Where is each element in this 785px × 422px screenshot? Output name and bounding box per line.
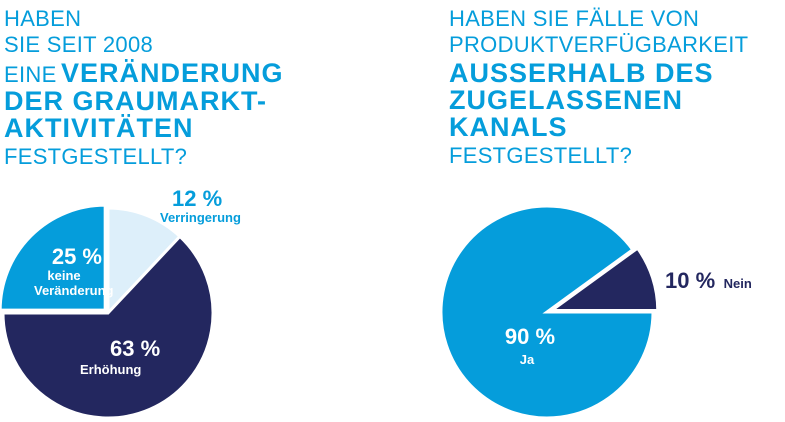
pie-slice-no xyxy=(547,246,660,312)
slice-category: Verringerung xyxy=(160,210,241,225)
title-line-bold: ZUGELASSENEN xyxy=(449,85,684,115)
slice-category: keine Veränderung xyxy=(34,268,114,298)
title-line-bold: AUSSERHALB DES xyxy=(449,58,714,88)
pie-slice-yes xyxy=(439,204,655,420)
slice-label-increase: 63 % Erhöhung xyxy=(80,336,161,378)
slice-value: 10 % xyxy=(665,268,716,293)
slice-value: 90 % xyxy=(504,324,556,349)
slice-value: 63 % xyxy=(110,336,161,361)
slice-value: 25 % xyxy=(51,244,102,269)
slice-category: Nein xyxy=(723,276,752,291)
slice-category: Ja xyxy=(519,352,535,367)
title-line-bold: KANALS xyxy=(449,112,568,142)
title-line-bold: VERÄNDERUNG xyxy=(61,58,284,88)
title-line-bold: AKTIVITÄTEN xyxy=(4,113,194,143)
slice-value: 12 % xyxy=(172,186,223,211)
pie-slice-no-change xyxy=(0,203,107,312)
slice-label-no: 10 % Nein xyxy=(665,270,752,293)
pie-slice-decrease xyxy=(106,206,182,317)
title-line: PRODUKTVERFÜGBARKEIT xyxy=(449,32,749,57)
pie-slice-increase xyxy=(1,234,215,420)
title-line: HABEN SIE FÄLLE VON xyxy=(449,6,700,31)
title-line: HABEN xyxy=(4,6,82,31)
slice-label-no-change: 25 % keine Veränderung xyxy=(12,244,114,299)
title-line: EINE xyxy=(4,62,57,87)
title-line-bold: DER GRAUMARKT- xyxy=(4,86,267,116)
slice-category: Erhöhung xyxy=(80,362,142,377)
title-line: SIE SEIT 2008 xyxy=(4,32,154,57)
right-chart-title: HABEN SIE FÄLLE VON PRODUKTVERFÜGBARKEIT… xyxy=(449,6,748,169)
slice-label-decrease: 12 % Verringerung xyxy=(160,186,241,226)
title-line: FESTGESTELLT? xyxy=(4,144,188,169)
slice-label-yes: 90 % Ja xyxy=(500,324,560,368)
title-line: FESTGESTELLT? xyxy=(449,143,633,168)
left-chart-title: HABEN SIE SEIT 2008 EINE VERÄNDERUNG DER… xyxy=(4,6,284,170)
